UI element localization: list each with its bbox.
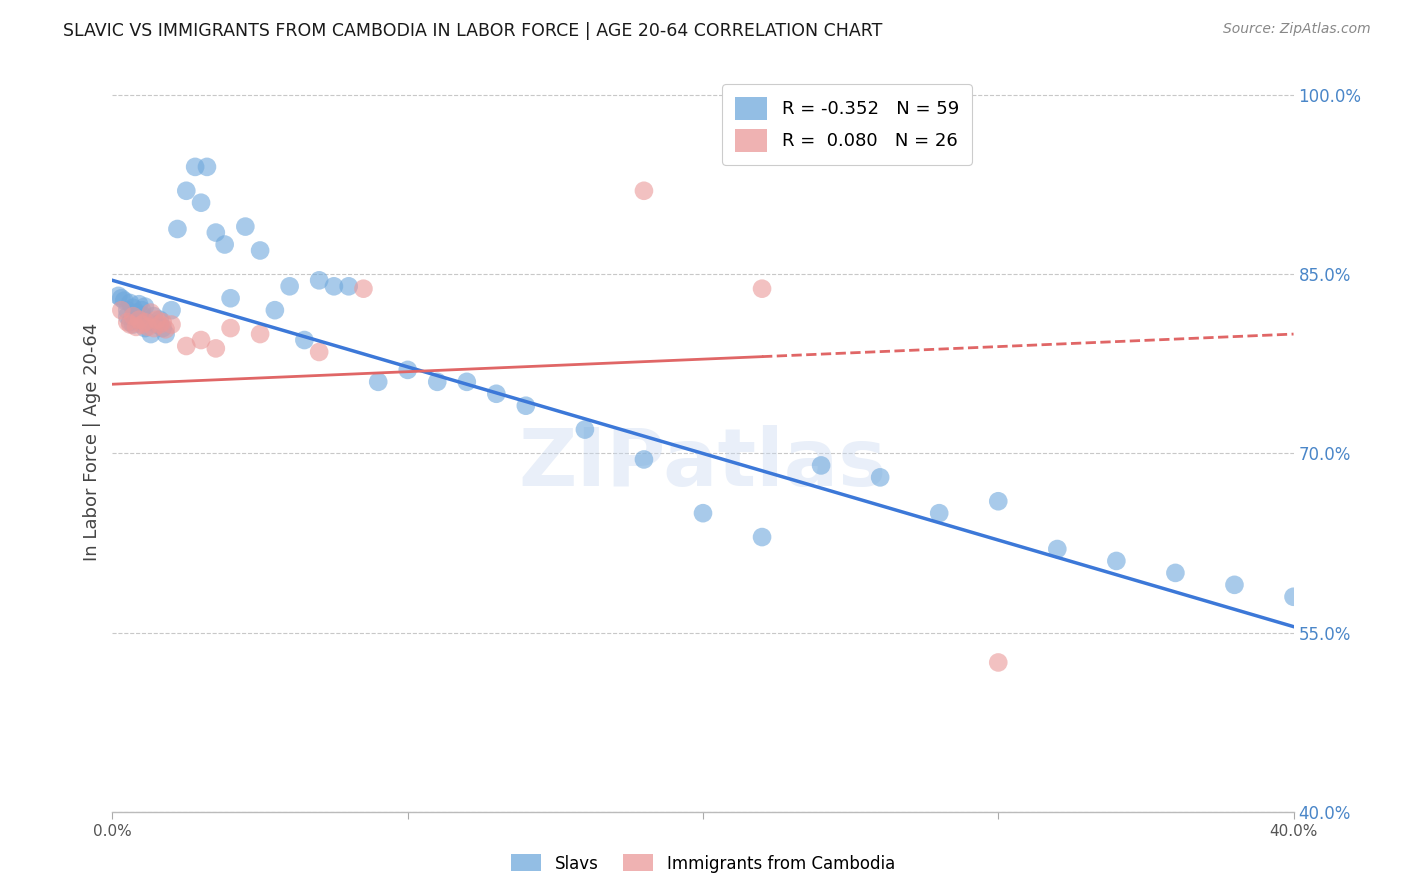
Point <box>120 315 142 329</box>
Point <box>219 321 242 335</box>
Point <box>367 375 389 389</box>
Point <box>110 303 132 318</box>
Y-axis label: In Labor Force | Age 20-64: In Labor Force | Age 20-64 <box>83 322 101 561</box>
Point <box>174 184 197 198</box>
Legend: R = -0.352   N = 59, R =  0.080   N = 26: R = -0.352 N = 59, R = 0.080 N = 26 <box>723 84 972 165</box>
Point <box>751 282 773 296</box>
Point <box>142 321 165 335</box>
Point <box>149 312 172 326</box>
Point <box>117 315 138 329</box>
Point <box>810 458 832 473</box>
Point <box>308 273 330 287</box>
Point <box>125 305 148 319</box>
Point <box>136 319 159 334</box>
Point <box>1046 541 1069 556</box>
Point <box>149 318 172 332</box>
Point <box>515 399 537 413</box>
Point <box>869 470 891 484</box>
Point <box>155 327 177 342</box>
Point <box>292 333 315 347</box>
Point <box>751 530 773 544</box>
Point <box>205 226 228 240</box>
Point <box>456 375 478 389</box>
Point <box>184 160 207 174</box>
Point <box>692 506 714 520</box>
Point <box>308 345 330 359</box>
Point <box>1105 554 1128 568</box>
Legend: Slavs, Immigrants from Cambodia: Slavs, Immigrants from Cambodia <box>505 847 901 880</box>
Point <box>120 296 142 310</box>
Point <box>134 300 156 314</box>
Point <box>174 339 197 353</box>
Point <box>139 327 162 342</box>
Point <box>128 312 150 326</box>
Point <box>190 195 212 210</box>
Point <box>131 318 153 332</box>
Point <box>633 452 655 467</box>
Point <box>160 318 183 332</box>
Point <box>107 289 129 303</box>
Point <box>323 279 346 293</box>
Point <box>166 222 188 236</box>
Point <box>426 375 449 389</box>
Point <box>987 494 1010 508</box>
Point <box>120 318 142 332</box>
Point <box>125 312 148 326</box>
Point <box>136 315 159 329</box>
Point <box>117 303 138 318</box>
Point <box>152 321 174 335</box>
Point <box>928 506 950 520</box>
Point <box>160 303 183 318</box>
Text: ZIPatlas: ZIPatlas <box>519 425 887 503</box>
Point <box>131 308 153 322</box>
Point <box>142 309 165 323</box>
Point <box>396 363 419 377</box>
Point <box>337 279 360 293</box>
Point <box>128 297 150 311</box>
Point <box>249 244 271 258</box>
Point <box>139 305 162 319</box>
Point <box>122 309 145 323</box>
Point <box>152 315 174 329</box>
Point <box>485 386 508 401</box>
Point <box>987 656 1010 670</box>
Point <box>1164 566 1187 580</box>
Point <box>134 321 156 335</box>
Point <box>146 312 169 326</box>
Point <box>146 318 169 332</box>
Point <box>112 293 135 308</box>
Point <box>574 423 596 437</box>
Point <box>125 319 148 334</box>
Point <box>633 184 655 198</box>
Point <box>205 342 228 356</box>
Point <box>1223 578 1246 592</box>
Point <box>134 315 156 329</box>
Point <box>122 318 145 332</box>
Text: Source: ZipAtlas.com: Source: ZipAtlas.com <box>1223 22 1371 37</box>
Point <box>233 219 256 234</box>
Point <box>352 282 374 296</box>
Point <box>110 291 132 305</box>
Point <box>195 160 218 174</box>
Point <box>249 327 271 342</box>
Point <box>155 322 177 336</box>
Point <box>122 301 145 315</box>
Point <box>214 237 236 252</box>
Point <box>264 303 287 318</box>
Point <box>117 309 138 323</box>
Point <box>190 333 212 347</box>
Point <box>278 279 301 293</box>
Point <box>219 291 242 305</box>
Point <box>131 303 153 318</box>
Text: SLAVIC VS IMMIGRANTS FROM CAMBODIA IN LABOR FORCE | AGE 20-64 CORRELATION CHART: SLAVIC VS IMMIGRANTS FROM CAMBODIA IN LA… <box>63 22 883 40</box>
Point <box>1282 590 1305 604</box>
